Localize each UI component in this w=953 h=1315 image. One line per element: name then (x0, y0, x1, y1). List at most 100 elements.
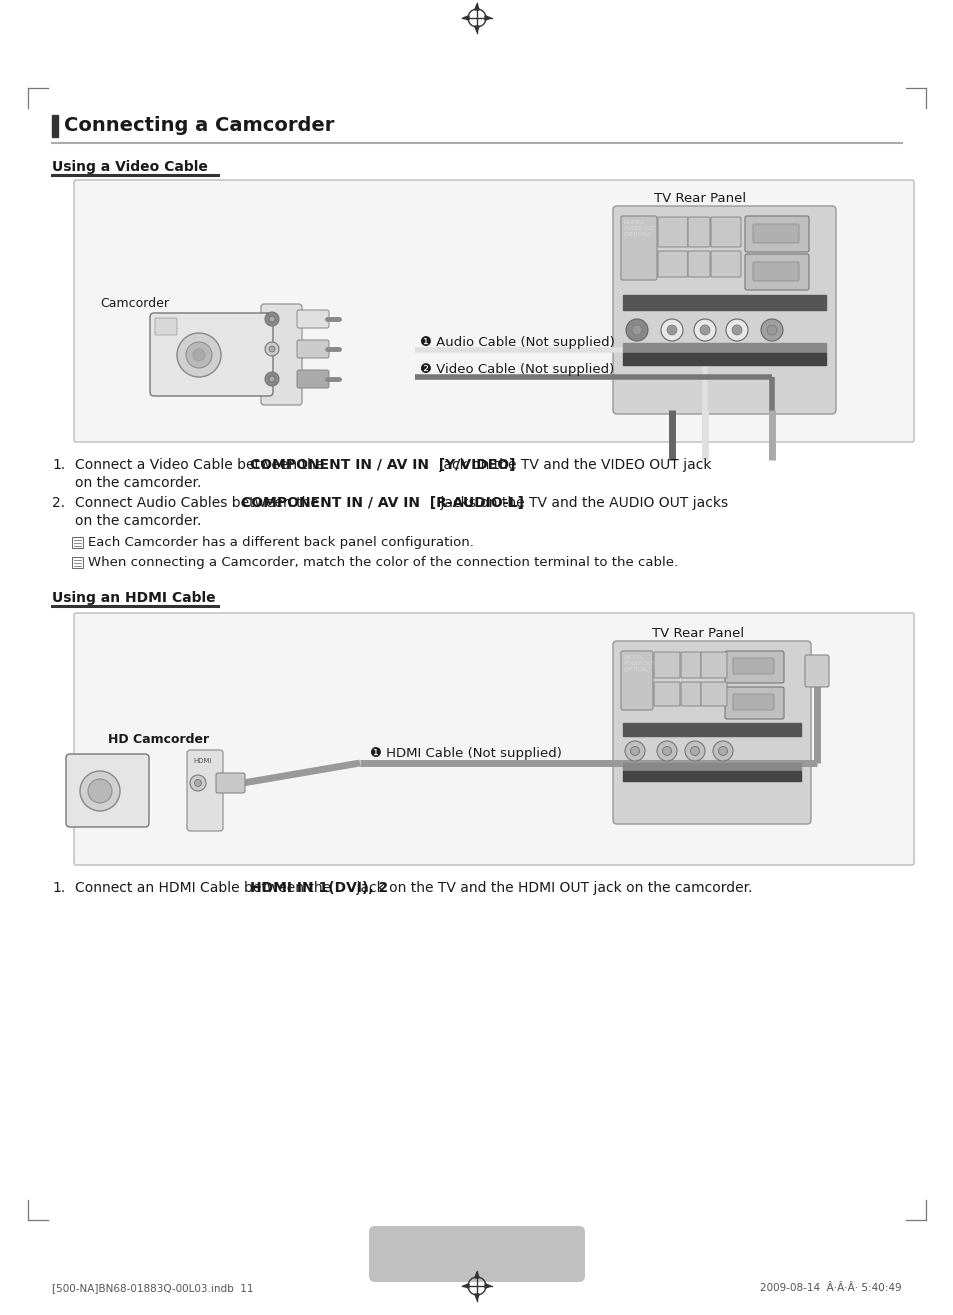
Text: HD Camcorder: HD Camcorder (108, 732, 209, 746)
Circle shape (631, 325, 641, 335)
FancyBboxPatch shape (369, 1226, 584, 1282)
Circle shape (190, 775, 206, 792)
Text: DIGITAL
AUDIO OUT
(OPTICAL): DIGITAL AUDIO OUT (OPTICAL) (623, 220, 655, 237)
Text: 1.: 1. (52, 458, 65, 472)
Circle shape (693, 320, 716, 341)
Bar (71, 537, 83, 548)
FancyBboxPatch shape (680, 682, 700, 706)
Text: 2.: 2. (52, 496, 65, 510)
FancyBboxPatch shape (744, 254, 808, 291)
Circle shape (718, 747, 727, 756)
Text: English - 11: English - 11 (422, 1245, 531, 1262)
Text: ❷ Video Cable (Not supplied): ❷ Video Cable (Not supplied) (419, 363, 614, 376)
Circle shape (624, 740, 644, 761)
FancyBboxPatch shape (620, 216, 657, 280)
Text: Camcorder: Camcorder (100, 297, 169, 310)
Circle shape (731, 325, 741, 335)
Text: Connecting a Camcorder: Connecting a Camcorder (64, 116, 334, 135)
FancyBboxPatch shape (710, 251, 740, 277)
Circle shape (630, 747, 639, 756)
FancyBboxPatch shape (154, 318, 177, 335)
Text: Connect an HDMI Cable between the: Connect an HDMI Cable between the (75, 881, 335, 896)
Text: [500-NA]BN68-01883Q-00L03.indb  11: [500-NA]BN68-01883Q-00L03.indb 11 (52, 1283, 253, 1293)
Circle shape (80, 771, 120, 811)
Polygon shape (475, 26, 478, 32)
FancyBboxPatch shape (658, 217, 687, 247)
Bar (622, 763, 801, 771)
FancyBboxPatch shape (687, 251, 709, 277)
Text: on the camcorder.: on the camcorder. (75, 514, 201, 529)
Circle shape (186, 342, 212, 368)
Circle shape (684, 740, 704, 761)
Text: Connect Audio Cables between the: Connect Audio Cables between the (75, 496, 323, 510)
Text: COMPONENT IN / AV IN  [Y/VIDEO]: COMPONENT IN / AV IN [Y/VIDEO] (250, 458, 515, 472)
FancyBboxPatch shape (613, 206, 835, 414)
FancyBboxPatch shape (215, 773, 245, 793)
Circle shape (712, 740, 732, 761)
FancyBboxPatch shape (724, 651, 783, 682)
FancyBboxPatch shape (187, 750, 223, 831)
Circle shape (725, 320, 747, 341)
Text: When connecting a Camcorder, match the color of the connection terminal to the c: When connecting a Camcorder, match the c… (88, 556, 678, 569)
Text: jacks on the TV and the AUDIO OUT jacks: jacks on the TV and the AUDIO OUT jacks (436, 496, 727, 510)
Text: 1.: 1. (52, 881, 65, 896)
Bar (622, 771, 801, 781)
Polygon shape (462, 1283, 469, 1289)
Polygon shape (475, 4, 478, 11)
Bar (622, 295, 825, 310)
FancyBboxPatch shape (296, 341, 329, 358)
Text: HDMI: HDMI (193, 757, 212, 764)
Text: ❶ Audio Cable (Not supplied): ❶ Audio Cable (Not supplied) (419, 337, 614, 348)
FancyBboxPatch shape (724, 686, 783, 719)
FancyBboxPatch shape (700, 682, 726, 706)
FancyBboxPatch shape (654, 682, 679, 706)
Bar (622, 343, 825, 352)
Circle shape (760, 320, 782, 341)
Polygon shape (484, 16, 491, 20)
Bar (622, 352, 825, 366)
Circle shape (265, 372, 278, 387)
FancyBboxPatch shape (687, 217, 709, 247)
Circle shape (265, 312, 278, 326)
FancyBboxPatch shape (744, 216, 808, 252)
Circle shape (193, 348, 205, 362)
Bar (71, 558, 83, 568)
Circle shape (269, 346, 274, 352)
Circle shape (666, 325, 677, 335)
Circle shape (700, 325, 709, 335)
Circle shape (690, 747, 699, 756)
Circle shape (657, 740, 677, 761)
Text: Each Camcorder has a different back panel configuration.: Each Camcorder has a different back pane… (88, 537, 474, 548)
Circle shape (265, 342, 278, 356)
Polygon shape (475, 1294, 478, 1301)
Circle shape (177, 333, 221, 377)
FancyBboxPatch shape (296, 310, 329, 327)
FancyBboxPatch shape (74, 613, 913, 865)
Text: HDMI IN 1(DVI), 2: HDMI IN 1(DVI), 2 (250, 881, 388, 896)
Circle shape (269, 376, 274, 381)
Circle shape (88, 778, 112, 803)
Polygon shape (484, 1283, 491, 1289)
Circle shape (194, 780, 201, 786)
FancyBboxPatch shape (296, 370, 329, 388)
FancyBboxPatch shape (150, 313, 273, 396)
Circle shape (269, 316, 274, 322)
Polygon shape (462, 16, 469, 20)
FancyBboxPatch shape (613, 640, 810, 825)
FancyBboxPatch shape (261, 304, 302, 405)
FancyBboxPatch shape (752, 262, 799, 281)
Text: jack on the TV and the VIDEO OUT jack: jack on the TV and the VIDEO OUT jack (435, 458, 711, 472)
FancyBboxPatch shape (710, 217, 740, 247)
FancyBboxPatch shape (680, 652, 700, 679)
Text: DIGITAL
AUDIO OUT
(OPTICAL): DIGITAL AUDIO OUT (OPTICAL) (623, 655, 655, 672)
FancyBboxPatch shape (700, 652, 726, 679)
Text: COMPONENT IN / AV IN  [R-AUDIO-L]: COMPONENT IN / AV IN [R-AUDIO-L] (241, 496, 523, 510)
FancyBboxPatch shape (732, 658, 773, 675)
Bar (52, 114, 58, 137)
Polygon shape (475, 1272, 478, 1278)
Text: 2009-08-14  Â·Â·Â· 5:40:49: 2009-08-14 Â·Â·Â· 5:40:49 (760, 1283, 901, 1293)
Text: TV Rear Panel: TV Rear Panel (651, 627, 743, 640)
FancyBboxPatch shape (654, 652, 679, 679)
Text: jack on the TV and the HDMI OUT jack on the camcorder.: jack on the TV and the HDMI OUT jack on … (352, 881, 752, 896)
FancyBboxPatch shape (658, 251, 687, 277)
